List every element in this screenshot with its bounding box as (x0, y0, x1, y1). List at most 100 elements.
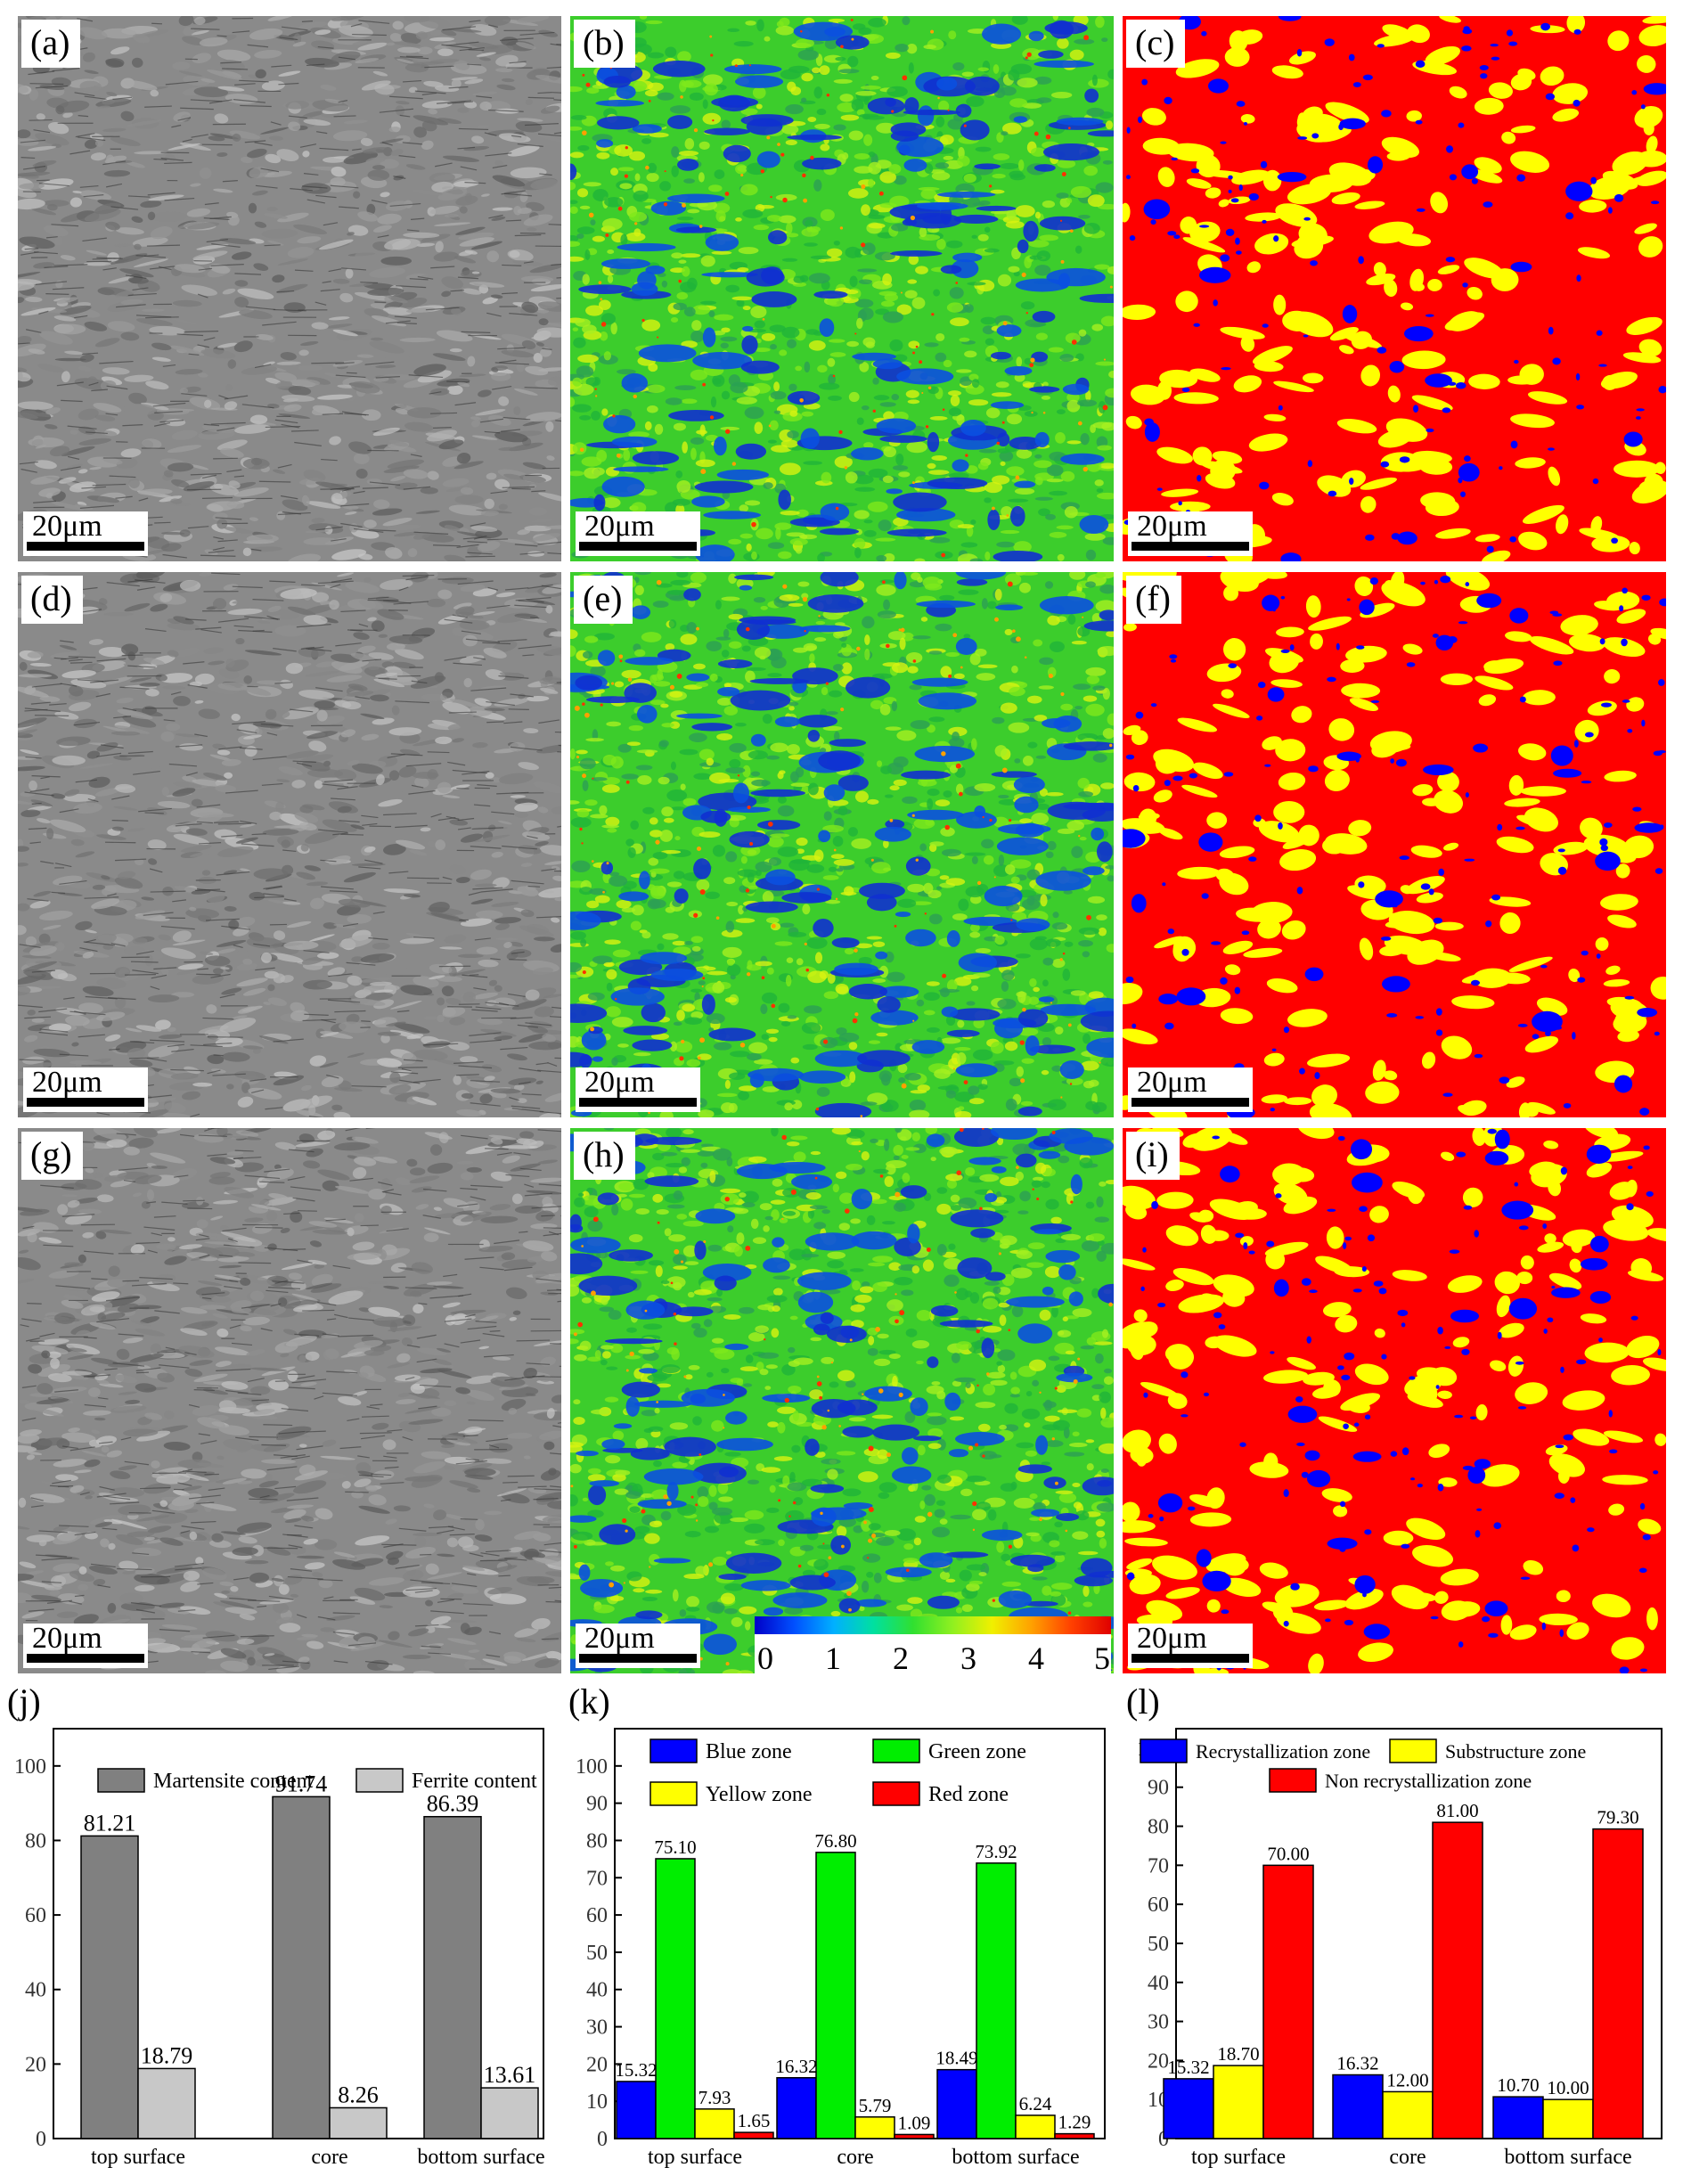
bar (272, 1795, 331, 2139)
bar (1262, 1864, 1314, 2139)
legend-swatch (1140, 1738, 1188, 1763)
scale-bar: 20μm (23, 510, 148, 556)
bar-value-label: 1.65 (738, 2110, 771, 2131)
x-tick-label: bottom surface (1504, 2146, 1631, 2169)
bar-value-label: 10.70 (1497, 2074, 1539, 2096)
bar (1015, 2114, 1056, 2139)
scale-bar-line (27, 1098, 144, 1107)
bar-value-label: 81.00 (1436, 1800, 1478, 1821)
chart-j: 0 20 40 60 80 100 81.21 18.79 top surface 91.74 8.… (14, 1728, 545, 2169)
y-tick-label: 50 (1148, 1933, 1169, 1956)
legend-swatch (872, 1781, 920, 1806)
bar (1492, 2096, 1544, 2139)
bar-value-label: 81.21 (84, 1810, 136, 1836)
scale-bar: 20μm (576, 1066, 700, 1112)
y-tick-label: 40 (25, 1979, 46, 2002)
x-tick-label: core (837, 2146, 873, 2169)
scale-bar-text: 20μm (32, 1066, 102, 1099)
scale-bar: 20μm (23, 1622, 148, 1668)
legend-swatch (650, 1781, 698, 1806)
gos-map (1123, 572, 1666, 1117)
bar (1382, 2090, 1434, 2139)
legend-swatch (1269, 1768, 1317, 1793)
bar (854, 2116, 895, 2139)
bar (329, 2106, 388, 2139)
scale-bar: 20μm (1128, 510, 1253, 556)
legend-label: Red zone (928, 1783, 1009, 1806)
bar (1542, 2098, 1594, 2139)
bar-value-label: 8.26 (338, 2082, 379, 2107)
bar-value-label: 10.00 (1547, 2077, 1589, 2098)
kam-map (570, 16, 1114, 561)
legend-swatch (872, 1738, 920, 1763)
bar (733, 2131, 774, 2139)
y-tick-label: 70 (586, 1867, 608, 1890)
bar-value-label: 1.29 (1058, 2112, 1091, 2133)
sem-micrograph (18, 572, 561, 1117)
y-tick-label: 20 (586, 2053, 608, 2076)
panel-label: (e) (574, 576, 633, 624)
colorbar-tick: 3 (960, 1640, 976, 1676)
y-tick-label: 90 (586, 1793, 608, 1816)
scale-bar-text: 20μm (584, 1622, 655, 1655)
bar (480, 2087, 539, 2139)
x-tick-label: top surface (648, 2146, 742, 2169)
panel-label: (f) (1126, 576, 1181, 624)
bar-value-label: 15.32 (1167, 2057, 1209, 2078)
scale-bar-text: 20μm (32, 510, 102, 543)
bar-value-label: 16.32 (775, 2056, 817, 2077)
legend-swatch (355, 1768, 404, 1793)
y-tick-label: 30 (1148, 2011, 1169, 2034)
y-tick-label: 90 (1148, 1777, 1169, 1800)
bar-value-label: 18.70 (1217, 2043, 1259, 2065)
panel-label: (i) (1126, 1132, 1180, 1180)
scale-bar-line (579, 542, 697, 551)
bar (694, 2108, 735, 2139)
panel-label: (h) (574, 1132, 635, 1180)
scale-bar: 20μm (576, 1622, 700, 1668)
legend-swatch (650, 1738, 698, 1763)
legend-swatch (1389, 1738, 1437, 1763)
colorbar-tick: 5 (1094, 1640, 1110, 1676)
bar (776, 2077, 817, 2139)
chart-label-j: (j) (7, 1681, 41, 1722)
panel-i: (i) 20μm (1123, 1128, 1666, 1673)
scale-bar-text: 20μm (32, 1622, 102, 1655)
bar-value-label: 18.79 (141, 2042, 193, 2068)
y-tick-label: 60 (1148, 1894, 1169, 1917)
bar-value-label: 73.92 (975, 1841, 1017, 1862)
chart-l: 010203040506070809010015.3218.7070.00top… (1137, 1728, 1663, 2169)
panel-e: (e) 20μm (570, 572, 1114, 1117)
y-tick-label: 50 (586, 1942, 608, 1965)
gos-map (1123, 16, 1666, 561)
scale-bar-text: 20μm (1137, 1622, 1207, 1655)
y-tick-label: 100 (576, 1755, 608, 1779)
y-tick-label: 20 (1148, 2049, 1169, 2073)
bar (1163, 2078, 1214, 2139)
panel-label: (d) (21, 576, 83, 624)
legend-swatch (97, 1768, 145, 1793)
legend-label: Martensite content (153, 1770, 314, 1793)
y-tick-label: 80 (586, 1829, 608, 1853)
chart-k: 0 10 20 30 40 50 60 70 80 90 100 15.32 75.10 7.93 1.65… (576, 1728, 1106, 2169)
x-tick-label: bottom surface (417, 2146, 544, 2169)
bar (423, 1815, 482, 2139)
y-tick-label: 60 (25, 1904, 46, 1927)
gos-map (1123, 1128, 1666, 1673)
y-tick-label: 20 (25, 2053, 46, 2076)
chart-label-k: (k) (568, 1681, 610, 1722)
bar-value-label: 18.49 (935, 2048, 977, 2069)
bar (1592, 1828, 1644, 2139)
x-tick-label: core (1389, 2146, 1426, 2169)
bar (1432, 1821, 1483, 2139)
chart-label-l: (l) (1126, 1681, 1160, 1722)
bar-value-label: 15.32 (615, 2059, 657, 2081)
y-tick-label: 80 (1148, 1816, 1169, 1839)
panel-g: (g) 20μm (18, 1128, 561, 1673)
bar-value-label: 7.93 (699, 2087, 731, 2108)
scale-bar: 20μm (576, 510, 700, 556)
colorbar-tick: 1 (825, 1640, 841, 1676)
scale-bar: 20μm (23, 1066, 148, 1112)
bar-value-label: 5.79 (859, 2095, 892, 2116)
y-tick-label: 40 (1148, 1972, 1169, 1995)
